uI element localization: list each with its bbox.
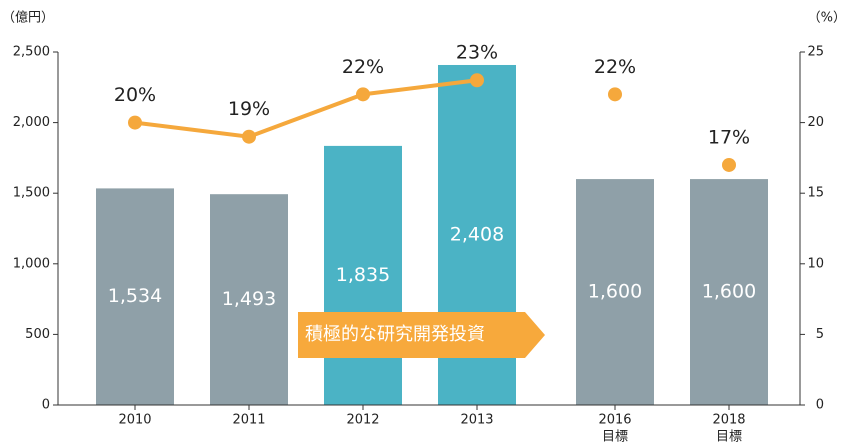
y2-tick-label: 15 [807, 186, 824, 201]
point [470, 73, 484, 88]
point [128, 115, 142, 130]
y-tick-label: 1,000 [13, 256, 50, 271]
y-unit-label: （億円） [2, 10, 54, 26]
y-tick-label: 2,500 [13, 45, 50, 60]
bars [96, 64, 768, 405]
y2-tick-label: 20 [807, 115, 824, 130]
x-tick-sublabel: 目標 [602, 430, 628, 445]
point [608, 87, 622, 102]
bar [96, 188, 174, 405]
bar [210, 194, 288, 405]
bar-value-label: 1,493 [222, 288, 276, 310]
x-tick-sublabel: 目標 [716, 430, 742, 445]
bar [576, 179, 654, 405]
point-value-label: 17% [708, 126, 750, 148]
bar-value-label: 2,408 [450, 223, 504, 245]
y-tick-label: 0 [42, 398, 50, 413]
y2-tick-label: 25 [807, 45, 824, 60]
y2-unit-label: （%） [808, 11, 846, 26]
line [134, 78, 478, 139]
bar-value-label: 1,835 [336, 264, 390, 286]
bar-value-label: 1,534 [108, 285, 162, 307]
point [242, 129, 256, 144]
bar-value-label: 1,600 [702, 281, 756, 303]
y2-tick-label: 5 [816, 327, 824, 342]
annotation-arrow [298, 312, 545, 358]
y2-tick-label: 0 [816, 398, 824, 413]
bar [324, 145, 402, 405]
y-tick-label: 1,500 [13, 186, 50, 201]
y-tick-label: 2,000 [13, 115, 50, 130]
x-tick-label: 2013 [460, 413, 493, 428]
annotation: 積極的な研究開発投資 [305, 324, 485, 345]
point-value-label: 19% [228, 98, 270, 120]
point-value-label: 22% [342, 56, 384, 78]
x-tick-label: 2018 [712, 413, 745, 428]
point-value-label: 22% [594, 56, 636, 78]
y2-tick-label: 10 [807, 256, 824, 271]
x-tick-label: 2011 [232, 413, 265, 428]
bar-value-label: 1,600 [588, 281, 642, 303]
point-value-label: 23% [456, 42, 498, 64]
x-tick-label: 2016 [598, 413, 631, 428]
x-tick-label: 2012 [346, 413, 379, 428]
x-tick-label: 2010 [118, 413, 151, 428]
y-tick-label: 500 [25, 327, 50, 342]
point [356, 87, 370, 102]
point-value-label: 20% [114, 84, 156, 106]
point [722, 157, 736, 172]
bar [690, 179, 768, 405]
